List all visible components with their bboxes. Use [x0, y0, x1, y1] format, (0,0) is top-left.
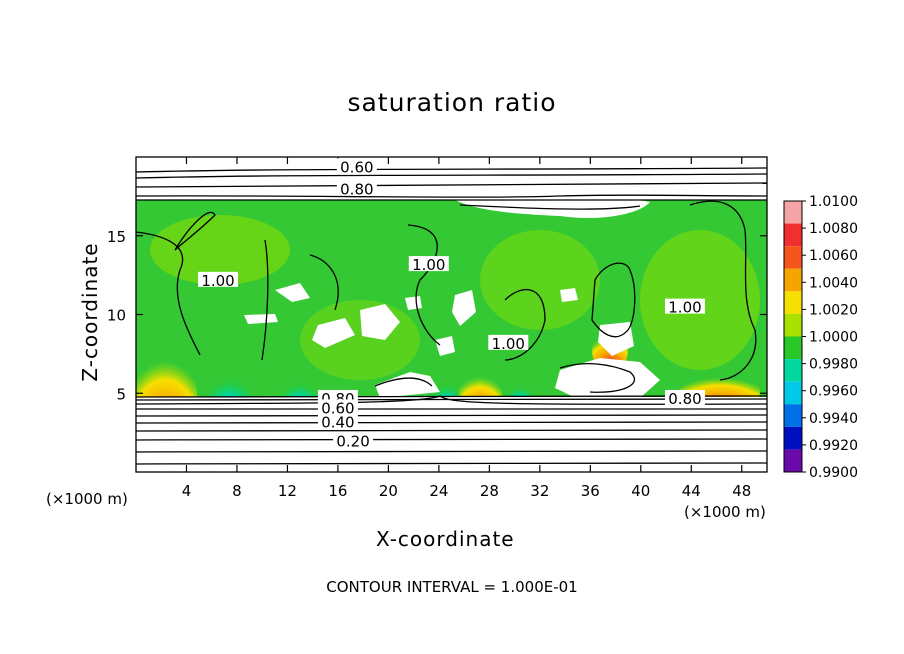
x-tick-label: 40 — [631, 482, 650, 500]
colorbar-swatch — [784, 449, 802, 472]
contour-label-bg — [333, 432, 374, 448]
colorbar: 1.0100 1.0080 1.0060 1.0040 1.0020 1.0000 0.99… — [783, 194, 858, 481]
colorbar-swatch — [784, 404, 802, 427]
x-tick-label: 44 — [682, 482, 701, 500]
x-tick-label: 36 — [581, 482, 600, 500]
x-tick-label: 32 — [530, 482, 549, 500]
x-axis-title: X-coordinate — [376, 527, 515, 551]
colorbar-swatch — [784, 359, 802, 382]
x-tick-label: 16 — [328, 482, 347, 500]
y-axis-title: Z-coordinate — [78, 242, 102, 382]
colorbar-swatch — [784, 313, 802, 337]
colorbar-tick-label: 0.9980 — [809, 357, 858, 373]
colorbar-swatch — [784, 291, 802, 314]
colorbar-tick-label: 1.0100 — [809, 194, 858, 210]
contour-label-bg — [198, 271, 239, 287]
chart-title: saturation ratio — [347, 88, 557, 117]
contour-label: 0.40 — [321, 414, 354, 432]
contour-label-bg — [336, 158, 377, 174]
colorbar-swatch — [784, 223, 802, 247]
x-tick-label: 28 — [480, 482, 499, 500]
x-tick-label: 12 — [278, 482, 297, 500]
light-patch — [480, 230, 600, 330]
colorbar-swatch — [784, 201, 802, 224]
contour-label: 1.00 — [668, 299, 701, 317]
contour-lines — [135, 167, 768, 465]
y-tick-label: 5 — [116, 385, 126, 403]
colorbar-swatch — [784, 268, 802, 292]
contour-label-bg — [317, 413, 358, 429]
contour-label: 0.60 — [340, 158, 373, 176]
contour-label: 0.60 — [321, 399, 354, 417]
lower-white-band — [136, 397, 767, 472]
x-tick-label: 20 — [379, 482, 398, 500]
contour-label: 1.00 — [412, 256, 445, 274]
x-tick-label: 8 — [232, 482, 242, 500]
colorbar-tick-label: 0.9920 — [809, 438, 858, 454]
x-tick-label: 48 — [732, 482, 751, 500]
contour-label-bg — [317, 399, 358, 415]
colorbar-tick-label: 1.0060 — [809, 248, 858, 264]
contour-label-bg — [336, 180, 377, 196]
x-tick-label: 4 — [182, 482, 192, 500]
colorbar-tick-label: 0.9900 — [809, 465, 858, 481]
y-axis: 5 10 15 — [107, 228, 767, 403]
colorbar-swatch — [784, 246, 802, 269]
contour-label: 1.00 — [492, 335, 525, 353]
contour-label-bg — [408, 256, 449, 272]
colorbar-tick-label: 1.0020 — [809, 302, 858, 318]
y-tick-label: 15 — [107, 228, 126, 246]
contour-label-bg — [664, 389, 705, 405]
upper-white-band — [136, 157, 767, 200]
contour-label-bg — [664, 298, 705, 314]
x-axis: 4 8 12 16 20 24 28 32 36 40 44 48 — [182, 157, 751, 500]
colorbar-tick-label: 1.0080 — [809, 221, 858, 237]
contour-label: 1.00 — [201, 272, 234, 290]
colorbar-tick-label: 0.9940 — [809, 411, 858, 427]
colorbar-swatch — [784, 381, 802, 405]
y-tick-label: 10 — [107, 307, 126, 325]
contour-label: 0.80 — [668, 390, 701, 408]
colorbar-tick-label: 0.9960 — [809, 384, 858, 400]
colorbar-tick-label: 1.0000 — [809, 330, 858, 346]
colorbar-tick-label: 1.0040 — [809, 275, 858, 291]
light-patch — [150, 215, 290, 285]
x-tick-label: 24 — [429, 482, 448, 500]
top-lens-white — [455, 196, 650, 219]
unsaturated-pockets — [244, 283, 660, 400]
colorbar-swatch — [784, 426, 802, 450]
colorbar-swatch — [784, 336, 802, 360]
contour-labels: 0.600.801.001.001.001.000.800.600.400.20… — [198, 158, 705, 451]
contour-interval-note: CONTOUR INTERVAL = 1.000E-01 — [326, 578, 578, 596]
contour-label: 0.20 — [336, 433, 369, 451]
z-unit-label: (×1000 m) — [684, 503, 766, 521]
x-unit-label: (×1000 m) — [46, 490, 128, 508]
contour-label: 0.80 — [340, 181, 373, 199]
contour-label-bg — [488, 334, 529, 350]
